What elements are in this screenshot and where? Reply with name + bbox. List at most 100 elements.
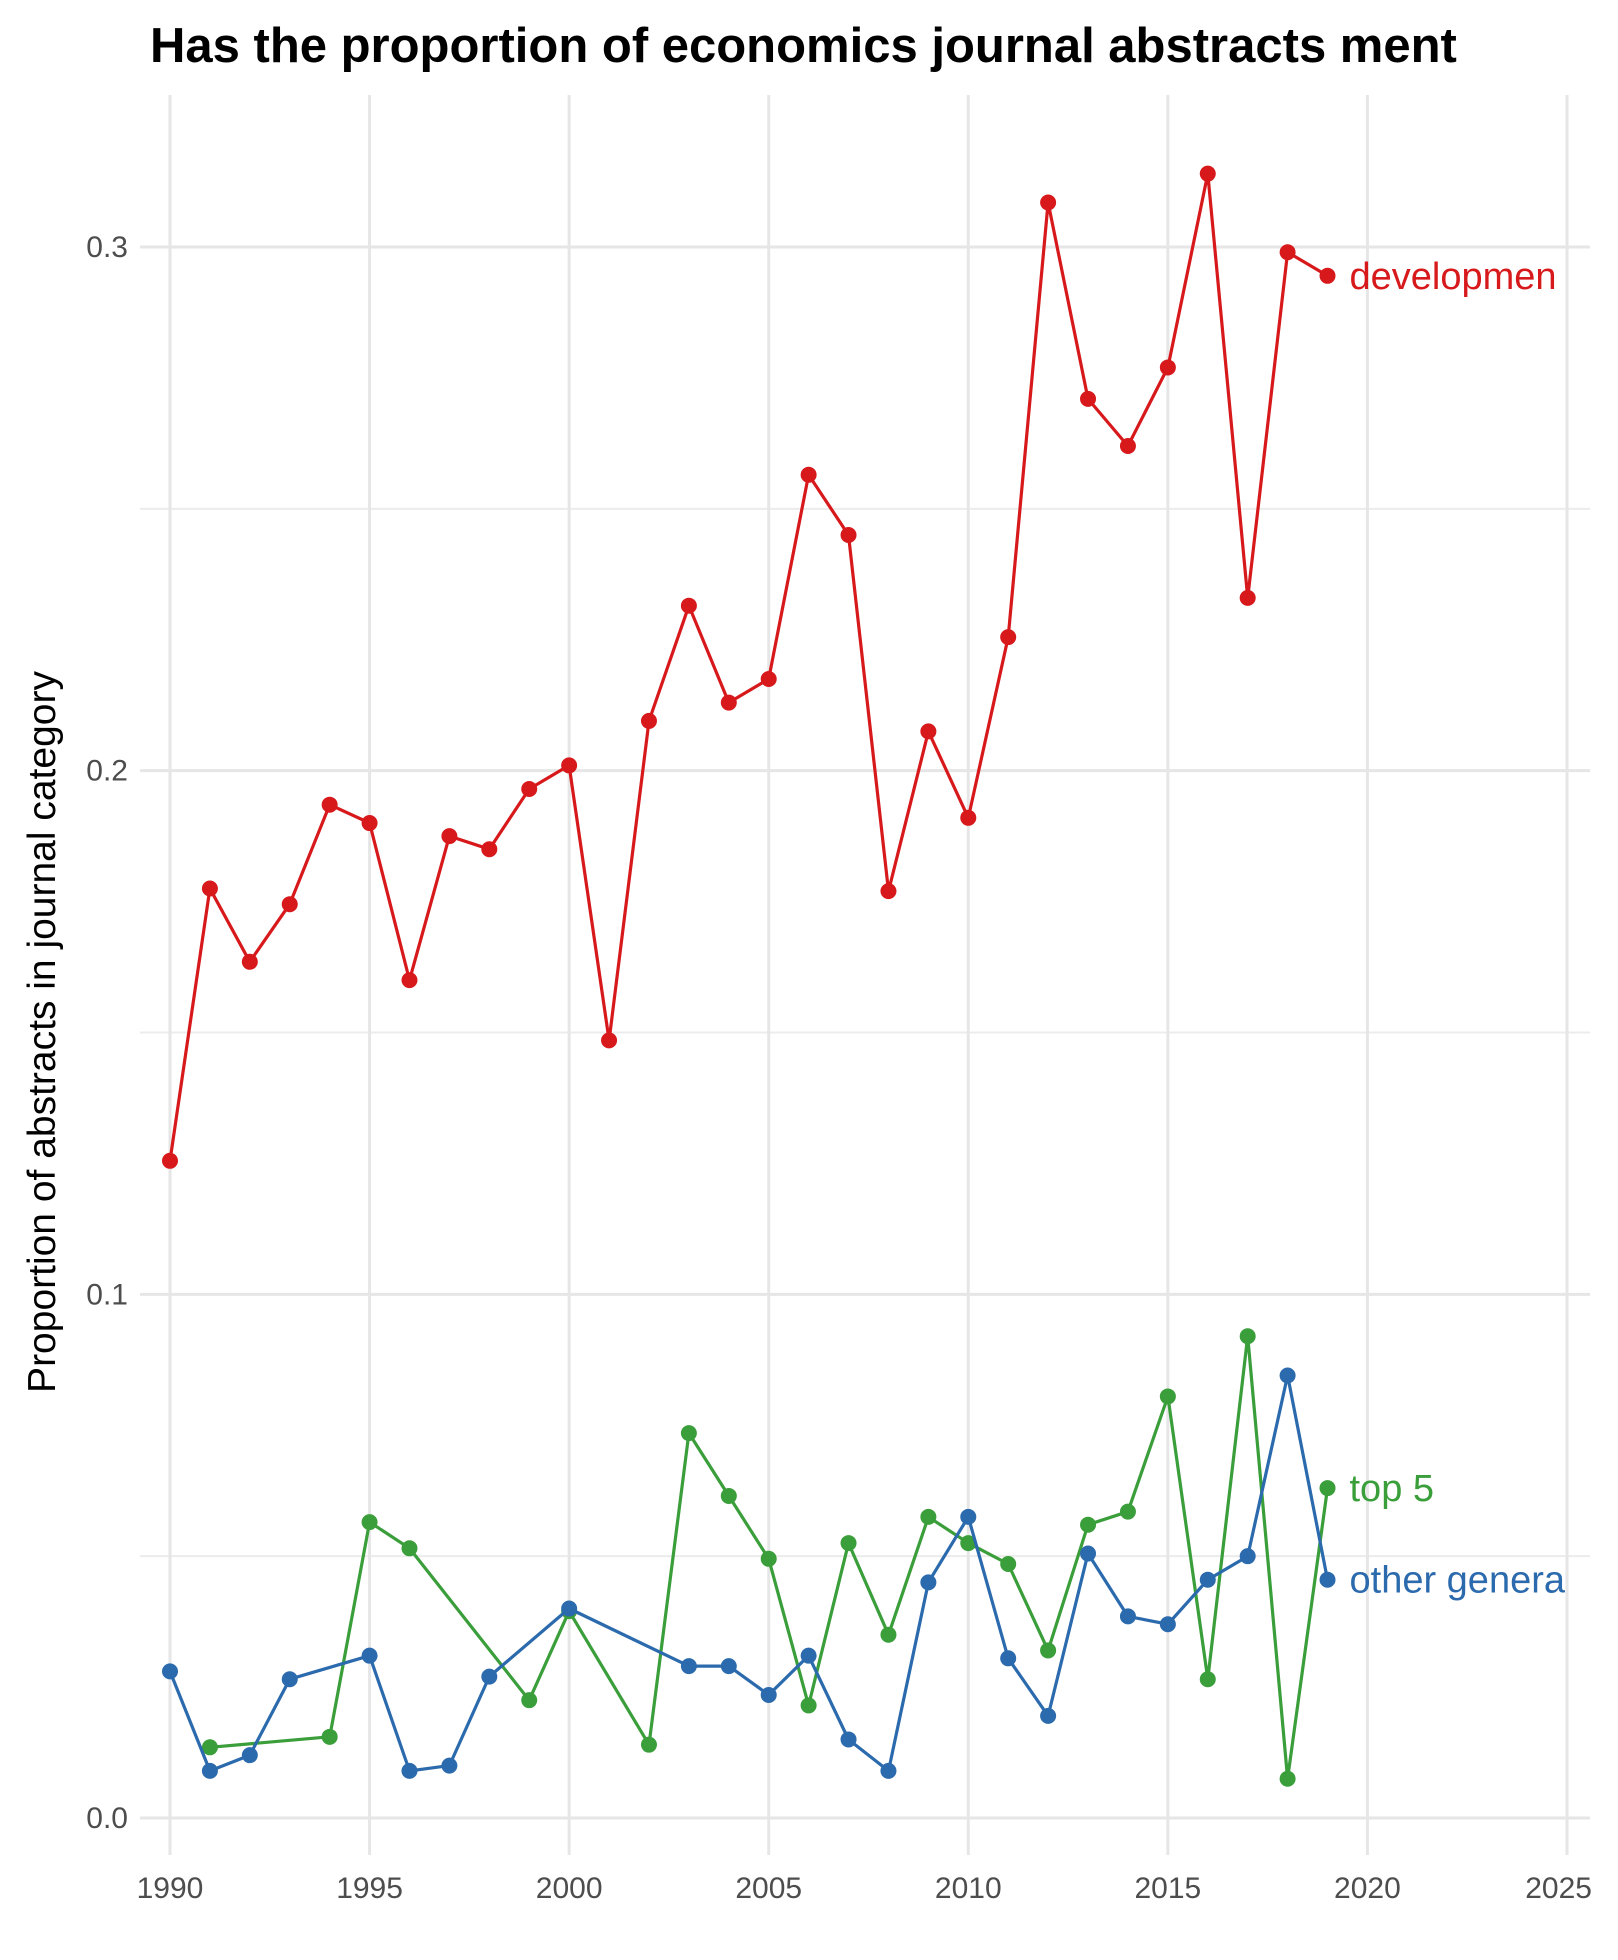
data-point — [1080, 1545, 1097, 1562]
data-point — [241, 953, 258, 970]
data-point — [960, 1535, 977, 1552]
data-point — [1319, 267, 1336, 284]
x-tick-label: 1995 — [336, 1872, 403, 1905]
data-point — [481, 841, 498, 858]
data-point — [321, 796, 338, 813]
series-line — [209, 1334, 1330, 1781]
data-point — [1319, 1480, 1336, 1497]
data-point — [760, 1550, 777, 1567]
data-point — [1000, 629, 1017, 646]
data-point — [720, 1487, 737, 1504]
data-point — [1279, 1367, 1296, 1384]
data-point — [1040, 1642, 1057, 1659]
data-point — [640, 1736, 657, 1753]
data-point — [880, 883, 897, 900]
series-end-label: top 5 — [1350, 1468, 1435, 1510]
y-axis-label: Proportion of abstracts in journal categ… — [21, 671, 64, 1393]
data-point — [361, 1647, 378, 1664]
data-point — [960, 809, 977, 826]
data-point — [401, 972, 418, 989]
data-point — [561, 757, 578, 774]
grid-lines — [140, 95, 1590, 1855]
data-point — [1279, 244, 1296, 261]
data-point — [840, 527, 857, 544]
data-point — [1159, 359, 1176, 376]
x-tick-label: 1990 — [137, 1872, 204, 1905]
data-point — [920, 723, 937, 740]
data-point — [1040, 1707, 1057, 1724]
data-point — [680, 1425, 697, 1442]
data-point — [441, 828, 458, 845]
x-tick-label: 2015 — [1134, 1872, 1201, 1905]
y-tick-label: 0.0 — [86, 1802, 128, 1835]
data-point — [880, 1762, 897, 1779]
series-end-label: other genera — [1350, 1560, 1566, 1602]
data-point — [1119, 437, 1136, 454]
data-point — [1239, 1328, 1256, 1345]
data-point — [800, 466, 817, 483]
data-point — [201, 880, 218, 897]
data-point — [162, 1152, 178, 1169]
data-point — [1199, 1571, 1216, 1588]
series-labels: developmen top 5 other genera — [1350, 256, 1566, 1602]
data-point — [321, 1728, 338, 1745]
x-tick-label: 2000 — [536, 1872, 603, 1905]
data-point — [960, 1508, 977, 1525]
data-point — [1000, 1556, 1017, 1573]
chart-title: Has the proportion of economics journal … — [150, 19, 1457, 73]
data-point — [720, 1658, 737, 1675]
y-tick-label: 0.3 — [86, 231, 128, 264]
data-point — [840, 1731, 857, 1748]
data-point — [441, 1757, 458, 1774]
data-series — [162, 165, 1336, 1787]
data-point — [401, 1762, 418, 1779]
data-point — [1199, 1671, 1216, 1688]
data-point — [800, 1697, 817, 1714]
x-tick-label: 2005 — [735, 1872, 802, 1905]
data-point — [1080, 1516, 1097, 1533]
x-tick-label: 2020 — [1334, 1872, 1401, 1905]
data-point — [481, 1668, 498, 1685]
data-point — [1319, 1571, 1336, 1588]
data-point — [281, 1671, 298, 1688]
data-point — [840, 1535, 857, 1552]
data-point — [920, 1508, 937, 1525]
data-point — [1199, 165, 1216, 182]
data-point — [162, 1663, 178, 1680]
data-point — [680, 597, 697, 614]
data-point — [601, 1032, 618, 1049]
series-line — [168, 172, 1329, 1162]
data-point — [521, 780, 538, 797]
data-point — [1119, 1608, 1136, 1625]
data-point — [880, 1626, 897, 1643]
data-point — [1239, 589, 1256, 606]
data-point — [561, 1600, 578, 1617]
data-point — [1159, 1388, 1176, 1405]
data-point — [640, 712, 657, 729]
data-point — [201, 1762, 218, 1779]
data-point — [1279, 1770, 1296, 1787]
data-point — [800, 1647, 817, 1664]
data-point — [201, 1739, 218, 1756]
data-point — [521, 1692, 538, 1709]
y-tick-label: 0.2 — [86, 755, 128, 788]
data-point — [1040, 194, 1057, 211]
y-tick-label: 0.1 — [86, 1278, 128, 1311]
series-end-label: developmen — [1350, 256, 1557, 298]
data-point — [281, 896, 298, 913]
data-point — [920, 1574, 937, 1591]
data-point — [1119, 1503, 1136, 1520]
data-point — [361, 1514, 378, 1531]
data-point — [241, 1747, 258, 1764]
axis-ticks: 0.0 0.1 0.2 0.3 1990 1995 2000 2005 2010 2015 2020… — [86, 231, 1592, 1905]
data-point — [1159, 1616, 1176, 1633]
data-point — [401, 1540, 418, 1557]
data-point — [720, 694, 737, 711]
data-point — [1239, 1548, 1256, 1565]
x-tick-label: 2025 — [1525, 1872, 1592, 1905]
data-point — [760, 1686, 777, 1703]
x-tick-label: 2010 — [935, 1872, 1002, 1905]
data-point — [680, 1658, 697, 1675]
data-point — [1000, 1650, 1017, 1667]
data-point — [361, 815, 378, 832]
